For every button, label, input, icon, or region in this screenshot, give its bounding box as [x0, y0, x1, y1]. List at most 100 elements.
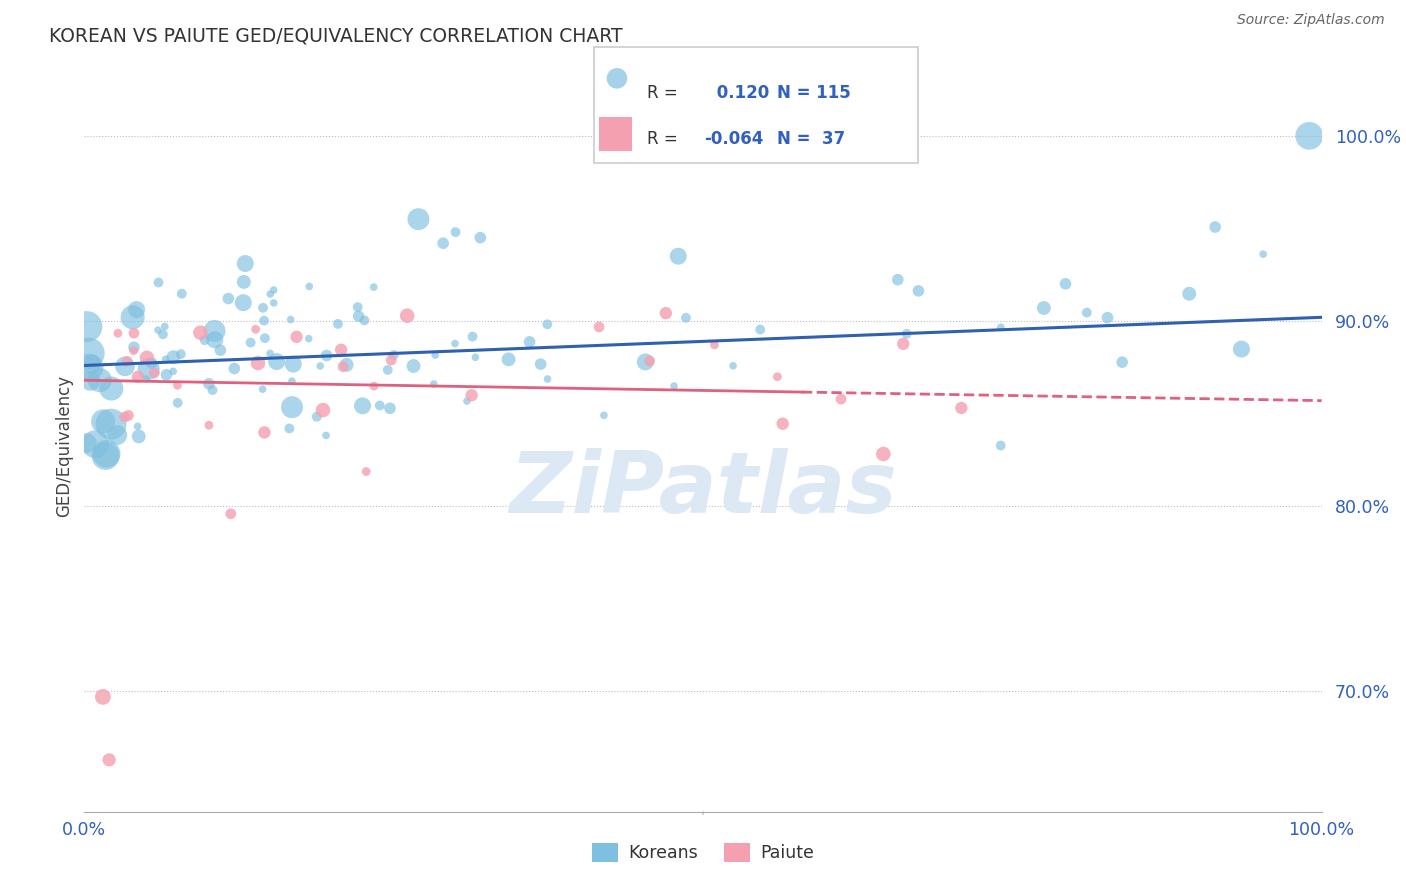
- Point: [201, 383, 224, 397]
- Point: [125, 302, 148, 317]
- Point: [232, 295, 254, 310]
- Point: [89, 373, 111, 387]
- Point: [298, 332, 321, 346]
- Point: [281, 374, 304, 388]
- Point: [1076, 305, 1098, 319]
- Point: [772, 417, 794, 431]
- Point: [204, 324, 226, 338]
- Point: [122, 340, 145, 354]
- Point: [122, 326, 145, 341]
- Point: [1097, 310, 1119, 325]
- Point: [281, 400, 304, 414]
- Point: [460, 388, 482, 402]
- Point: [100, 417, 122, 432]
- Point: [280, 312, 302, 326]
- Point: [363, 280, 385, 294]
- Point: [326, 317, 349, 331]
- Point: [127, 419, 149, 434]
- Point: [217, 292, 239, 306]
- Point: [204, 333, 226, 347]
- Point: [266, 354, 288, 368]
- Point: [253, 331, 276, 345]
- Point: [170, 347, 193, 361]
- Point: [77, 346, 100, 360]
- Point: [354, 465, 377, 479]
- Point: [122, 343, 145, 358]
- Point: [198, 418, 221, 433]
- Point: [245, 322, 267, 336]
- Y-axis label: GED/Equivalency: GED/Equivalency: [55, 375, 73, 517]
- Point: [224, 361, 246, 376]
- Point: [330, 343, 353, 357]
- Point: [153, 319, 176, 334]
- FancyBboxPatch shape: [593, 47, 918, 162]
- Point: [1230, 342, 1253, 356]
- Point: [464, 351, 486, 365]
- Point: [593, 409, 616, 423]
- Point: [107, 326, 129, 341]
- Point: [114, 359, 136, 374]
- Text: N =  37: N = 37: [778, 129, 845, 147]
- Point: [315, 428, 337, 442]
- Point: [135, 351, 157, 365]
- Point: [252, 382, 274, 396]
- Point: [100, 382, 122, 396]
- Point: [408, 212, 430, 227]
- Point: [80, 358, 103, 372]
- Point: [190, 326, 212, 340]
- Point: [896, 326, 918, 341]
- Point: [105, 428, 128, 442]
- Point: [444, 336, 467, 351]
- Point: [378, 401, 401, 416]
- Point: [402, 359, 425, 373]
- Point: [891, 336, 914, 351]
- Point: [363, 379, 385, 393]
- Point: [444, 225, 467, 239]
- Point: [162, 364, 184, 378]
- Point: [141, 356, 163, 370]
- Point: [239, 335, 262, 350]
- Point: [675, 310, 697, 325]
- Point: [309, 359, 332, 373]
- Point: [536, 372, 558, 386]
- Point: [305, 409, 328, 424]
- Point: [1204, 220, 1226, 235]
- Point: [703, 338, 725, 352]
- Legend: Koreans, Paiute: Koreans, Paiute: [585, 836, 821, 869]
- Point: [91, 414, 114, 428]
- Point: [382, 348, 405, 362]
- Point: [519, 334, 541, 349]
- Text: Source: ZipAtlas.com: Source: ZipAtlas.com: [1237, 13, 1385, 28]
- Point: [91, 690, 114, 704]
- Point: [233, 256, 256, 270]
- Point: [232, 275, 254, 289]
- Point: [432, 236, 454, 251]
- Point: [278, 421, 301, 435]
- FancyBboxPatch shape: [599, 117, 631, 151]
- Point: [312, 403, 335, 417]
- Point: [536, 318, 558, 332]
- Point: [662, 379, 685, 393]
- Point: [155, 352, 177, 367]
- Point: [461, 329, 484, 343]
- Point: [990, 320, 1012, 334]
- Point: [198, 376, 221, 391]
- Text: R =: R =: [647, 84, 678, 102]
- Point: [1111, 355, 1133, 369]
- Text: -0.064: -0.064: [704, 129, 763, 147]
- Point: [253, 425, 276, 440]
- Point: [247, 356, 270, 370]
- Point: [128, 429, 150, 443]
- Point: [1298, 128, 1320, 143]
- Point: [76, 319, 98, 334]
- Point: [127, 369, 149, 384]
- Point: [138, 362, 160, 376]
- Point: [98, 753, 121, 767]
- Point: [259, 287, 281, 301]
- Point: [79, 374, 101, 388]
- Point: [143, 366, 166, 380]
- Point: [252, 301, 274, 315]
- Point: [353, 313, 375, 327]
- Point: [588, 320, 610, 334]
- Point: [423, 376, 446, 391]
